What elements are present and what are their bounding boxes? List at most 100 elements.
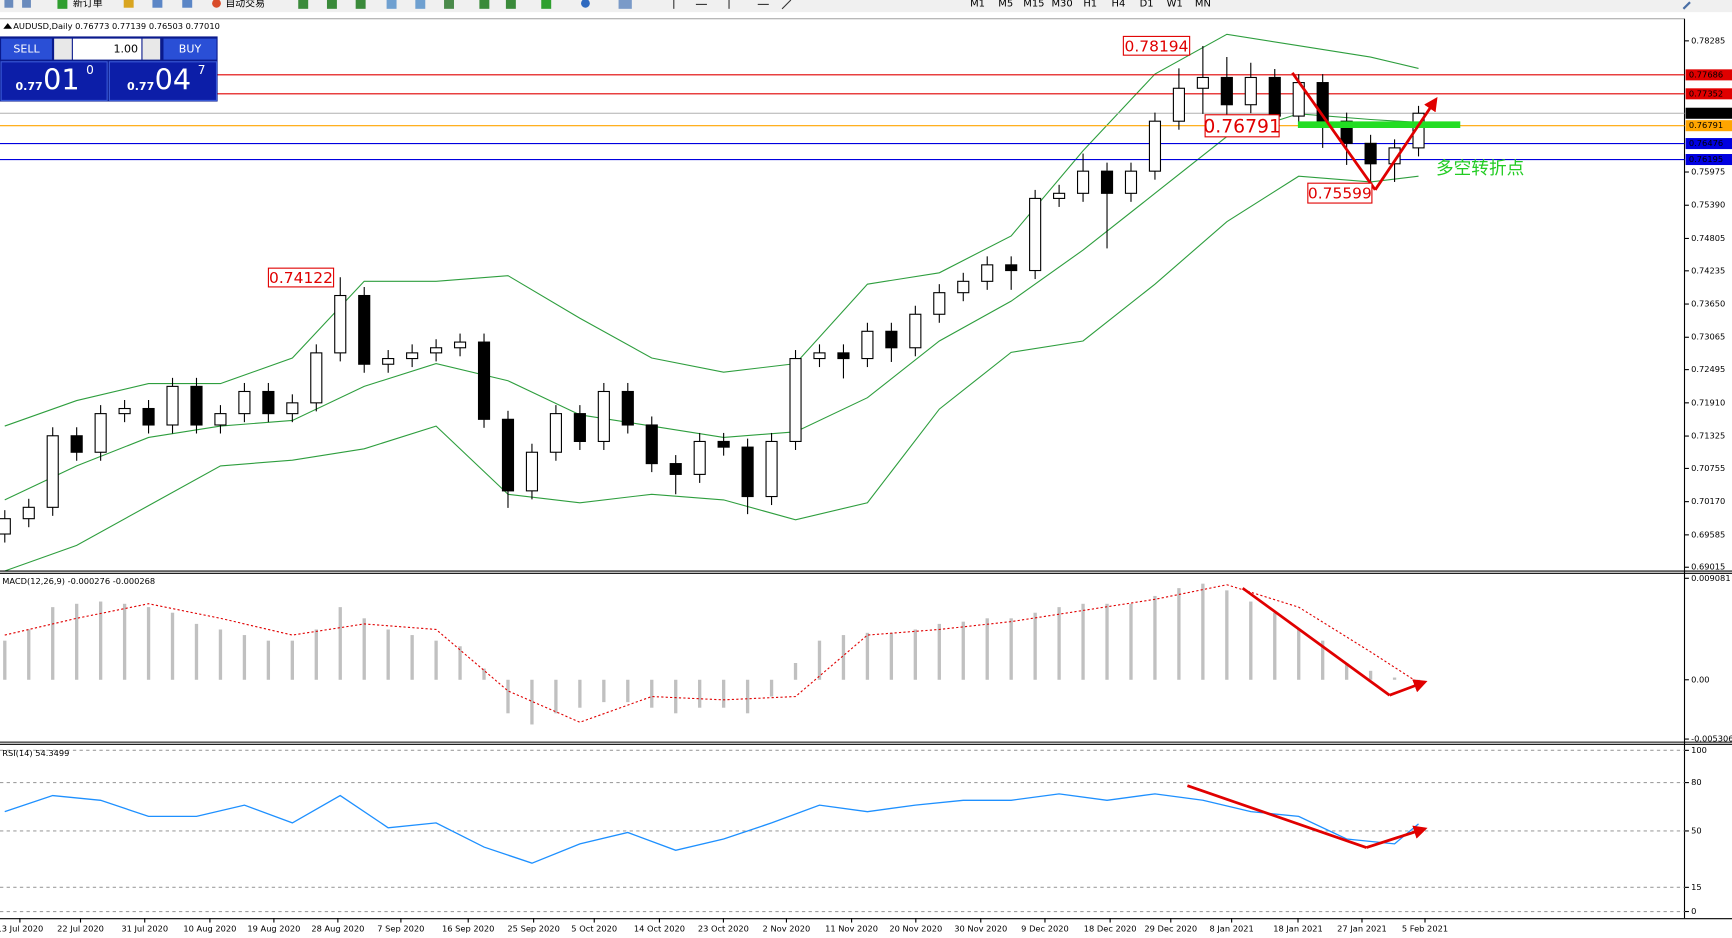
candle-body [861,330,874,360]
tool-icon[interactable] [541,0,552,9]
bid-box[interactable] [0,61,108,101]
tool-icon[interactable] [123,0,134,8]
price-level-label: 0.76195 [1689,154,1723,164]
bid-big[interactable]: 01 [43,63,80,97]
toolbar-bg [0,0,1732,13]
price-annotation: 0.75599 [1308,185,1372,203]
tool-icon[interactable] [22,0,31,8]
y-tick-label: 80 [1691,777,1702,787]
candle-body [693,440,706,475]
timeframe-button[interactable]: M5 [998,0,1013,9]
candle-body [334,294,347,354]
ask-box[interactable] [108,61,218,101]
timeframe-button[interactable]: W1 [1167,0,1183,9]
y-tick-label: 0.70170 [1691,496,1725,506]
macd-bar [865,632,870,680]
sell-button[interactable] [1,38,52,60]
timeframe-button[interactable]: H4 [1112,0,1126,9]
candle-body [1124,170,1138,194]
candle-body [1148,120,1162,172]
tool-icon[interactable] [505,0,516,9]
tool-icon[interactable] [152,0,163,8]
timeframe-button[interactable]: D1 [1140,0,1154,9]
candle-body [70,435,83,453]
ask-prefix[interactable]: 0.77 [127,80,154,93]
tool-icon[interactable] [57,0,68,9]
x-tick-label: 19 Aug 2020 [247,924,300,934]
x-tick-label: 23 Oct 2020 [698,924,749,934]
candle-body [286,402,299,415]
timeframe-button[interactable]: M1 [970,0,985,9]
bid-prefix[interactable]: 0.77 [15,80,42,93]
candle-body [1388,147,1401,165]
candle-body [885,330,898,349]
candle-body [765,440,778,498]
price-level-tag [1685,120,1732,132]
auto-trading-button[interactable]: 自动交易 [225,0,265,9]
tool-icon[interactable] [182,0,193,8]
candle-body [933,292,946,315]
sell-label[interactable]: SELL [13,43,40,56]
macd-bar [1009,618,1013,680]
price-level-label: 0.77352 [1689,88,1723,98]
macd-bar [362,618,366,680]
ask-big[interactable]: 04 [155,63,192,97]
price-annotation-box [1122,35,1191,56]
tool-icon[interactable] [581,0,590,8]
y-tick-label: 15 [1691,882,1702,892]
lots-up[interactable] [142,38,161,60]
x-tick-label: 30 Nov 2020 [954,924,1007,934]
tool-icon[interactable] [4,0,14,8]
y-tick-label: 0.71325 [1691,431,1725,441]
tool-icon[interactable] [444,0,454,9]
timeframe-button[interactable]: MN [1195,0,1211,9]
tool-icon[interactable] [781,0,792,10]
ask-small[interactable]: 7 [198,63,206,77]
lots-down[interactable] [54,38,72,60]
macd-title: MACD(12,26,9) -0.000276 -0.000268 [2,576,155,586]
macd-bar [290,640,294,680]
buy-button[interactable] [163,38,217,60]
candle-body [22,506,35,520]
bid-small[interactable]: 0 [86,63,94,77]
x-tick-label: 27 Jan 2021 [1337,924,1387,934]
x-tick-label: 5 Oct 2020 [571,924,617,934]
macd-bar [1368,670,1373,680]
price-level-label: 0.76791 [1689,120,1723,130]
new-order-button[interactable]: 新订单 [73,0,103,9]
candle-body [669,463,682,475]
x-tick-label: 16 Sep 2020 [442,924,494,934]
price-annotation-box [1307,182,1373,204]
timeframe-button[interactable]: H1 [1083,0,1097,9]
macd-bar [1033,612,1037,680]
macd-bar [338,607,342,680]
tool-icon[interactable] [479,0,490,9]
candle-body [406,352,419,360]
search-icon[interactable] [1682,1,1691,10]
candle-body [1053,192,1066,199]
tool-icon[interactable] [415,0,426,9]
x-tick-label: 14 Oct 2020 [634,924,685,934]
x-tick-label: 7 Sep 2020 [377,924,424,934]
macd-bar [626,679,630,703]
candle-body [813,352,826,360]
lots-field[interactable] [72,38,142,60]
lots-value[interactable]: 1.00 [113,43,138,56]
tool-icon[interactable] [355,0,366,9]
tool-icon[interactable] [618,0,632,9]
timeframe-button[interactable]: M30 [1051,0,1072,9]
macd-bar [889,632,894,680]
y-tick-label: 0.73650 [1691,299,1725,309]
tool-icon[interactable] [212,0,221,8]
axes: 0.78285 0.75975 0.75390 0.74805 0.74235 0.736… [0,35,1732,934]
candle-body [1244,76,1257,106]
buy-label[interactable]: BUY [179,43,202,56]
tool-icon[interactable] [326,0,337,9]
x-tick-label: 31 Jul 2020 [121,924,168,934]
tool-icon[interactable] [298,0,309,9]
macd-bar [170,612,175,680]
tool-icon[interactable] [386,0,397,9]
toolbar: 新订单 自动交易 M1 M5 M15 M30 H1 H4 D1 W1 MN [0,0,1732,13]
candle-body [1029,197,1042,272]
timeframe-button[interactable]: M15 [1023,0,1044,9]
